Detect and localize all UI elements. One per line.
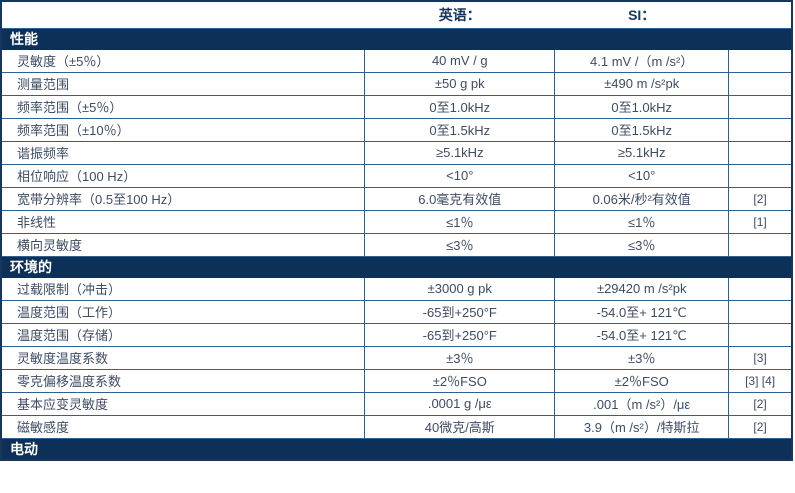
spec-label: 灵敏度（±5％） <box>0 48 366 73</box>
section-title: 性能 <box>0 27 793 50</box>
spec-value-english: 40 mV / g <box>364 48 556 73</box>
spec-value-english: <10° <box>364 163 556 188</box>
section-header-performance: 性能 <box>0 27 793 50</box>
spec-note: [3] <box>728 345 793 370</box>
spec-value-si: 4.1 mV /（m /s²） <box>554 48 730 73</box>
section-header-electrical: 电动 <box>0 437 793 460</box>
table-row: 相位响应（100 Hz） <10° <10° <box>0 163 793 188</box>
table-row: 宽带分辨率（0.5至100 Hz） 6.0毫克有效值 0.06米/秒²有效值 [… <box>0 186 793 211</box>
table-row: 温度范围（工作） -65到+250°F -54.0至+ 121℃ <box>0 299 793 324</box>
spec-note: [1] <box>728 209 793 234</box>
spec-value-si: 0至1.0kHz <box>554 94 730 119</box>
table-row: 测量范围 ±50 g pk ±490 m /s²pk <box>0 71 793 96</box>
spec-note <box>728 322 793 347</box>
spec-value-english: ±50 g pk <box>364 71 556 96</box>
spec-value-si: .001（m /s²）/με <box>554 391 730 416</box>
spec-value-english: 0至1.5kHz <box>364 117 556 142</box>
spec-label: 宽带分辨率（0.5至100 Hz） <box>0 186 366 211</box>
spec-label: 谐振频率 <box>0 140 366 165</box>
spec-label: 频率范围（±10％） <box>0 117 366 142</box>
spec-value-si: ≤1％ <box>554 209 730 234</box>
table-row: 谐振频率 ≥5.1kHz ≥5.1kHz <box>0 140 793 165</box>
table-row: 频率范围（±5％） 0至1.0kHz 0至1.0kHz <box>0 94 793 119</box>
spec-note: [2] <box>728 391 793 416</box>
spec-value-si: ±29420 m /s²pk <box>554 276 730 301</box>
spec-value-english: .0001 g /με <box>364 391 556 416</box>
spec-note <box>728 276 793 301</box>
spec-value-english: 0至1.0kHz <box>364 94 556 119</box>
section-title: 环境的 <box>0 255 793 278</box>
table-row: 灵敏度温度系数 ±3％ ±3％ [3] <box>0 345 793 370</box>
spec-value-english: ±2％FSO <box>364 368 556 393</box>
spec-label: 测量范围 <box>0 71 366 96</box>
spec-value-si: 3.9（m /s²）/特斯拉 <box>554 414 730 439</box>
table-row: 零克偏移温度系数 ±2％FSO ±2％FSO [3] [4] <box>0 368 793 393</box>
spec-note <box>728 94 793 119</box>
spec-value-si: 0.06米/秒²有效值 <box>554 186 730 211</box>
spec-value-si: ≤3％ <box>554 232 730 257</box>
spec-value-english: ≤1％ <box>364 209 556 234</box>
spec-value-english: ≥5.1kHz <box>364 140 556 165</box>
units-header-row: 英语： SI： <box>1 1 792 29</box>
spec-value-english: ≤3％ <box>364 232 556 257</box>
spec-value-si: 0至1.5kHz <box>554 117 730 142</box>
spec-value-si: ≥5.1kHz <box>554 140 730 165</box>
spec-note: [3] [4] <box>728 368 793 393</box>
spec-note <box>728 232 793 257</box>
spec-value-si: -54.0至+ 121℃ <box>554 322 730 347</box>
spec-label: 温度范围（工作） <box>0 299 366 324</box>
table-row: 横向灵敏度 ≤3％ ≤3％ <box>0 232 793 257</box>
spec-note <box>728 48 793 73</box>
spec-note <box>728 117 793 142</box>
table-row: 频率范围（±10％） 0至1.5kHz 0至1.5kHz <box>0 117 793 142</box>
spec-label: 相位响应（100 Hz） <box>0 163 366 188</box>
spec-note <box>728 71 793 96</box>
spec-label: 磁敏感度 <box>0 414 366 439</box>
spec-label: 非线性 <box>0 209 366 234</box>
table-row: 非线性 ≤1％ ≤1％ [1] <box>0 209 793 234</box>
table-row: 温度范围（存储） -65到+250°F -54.0至+ 121℃ <box>0 322 793 347</box>
section-title: 电动 <box>0 437 793 460</box>
spec-value-si: -54.0至+ 121℃ <box>554 299 730 324</box>
spec-value-si: <10° <box>554 163 730 188</box>
spec-note: [2] <box>728 414 793 439</box>
spec-label: 频率范围（±5％） <box>0 94 366 119</box>
column-header-si: SI： <box>554 1 729 29</box>
spec-value-english: 6.0毫克有效值 <box>364 186 556 211</box>
spec-value-english: 40微克/高斯 <box>364 414 556 439</box>
corner-cell <box>1 1 365 29</box>
spec-value-english: -65到+250°F <box>364 322 556 347</box>
spec-note: [2] <box>728 186 793 211</box>
spec-value-english: ±3％ <box>364 345 556 370</box>
spec-table: 英语： SI： 性能 灵敏度（±5％） 40 mV / g 4.1 mV /（m… <box>0 0 793 461</box>
table-row: 灵敏度（±5％） 40 mV / g 4.1 mV /（m /s²） <box>0 48 793 73</box>
table-row: 磁敏感度 40微克/高斯 3.9（m /s²）/特斯拉 [2] <box>0 414 793 439</box>
spec-value-english: ±3000 g pk <box>364 276 556 301</box>
spec-label: 基本应变灵敏度 <box>0 391 366 416</box>
column-header-english: 英语： <box>364 1 555 29</box>
spec-label: 零克偏移温度系数 <box>0 368 366 393</box>
column-header-notes <box>728 1 792 29</box>
spec-note <box>728 140 793 165</box>
spec-label: 过载限制（冲击） <box>0 276 366 301</box>
spec-note <box>728 163 793 188</box>
spec-value-si: ±2％FSO <box>554 368 730 393</box>
spec-label: 横向灵敏度 <box>0 232 366 257</box>
spec-label: 灵敏度温度系数 <box>0 345 366 370</box>
spec-label: 温度范围（存储） <box>0 322 366 347</box>
table-row: 基本应变灵敏度 .0001 g /με .001（m /s²）/με [2] <box>0 391 793 416</box>
spec-value-english: -65到+250°F <box>364 299 556 324</box>
spec-note <box>728 299 793 324</box>
section-header-environmental: 环境的 <box>0 255 793 278</box>
spec-value-si: ±490 m /s²pk <box>554 71 730 96</box>
table-row: 过载限制（冲击） ±3000 g pk ±29420 m /s²pk <box>0 276 793 301</box>
spec-value-si: ±3％ <box>554 345 730 370</box>
